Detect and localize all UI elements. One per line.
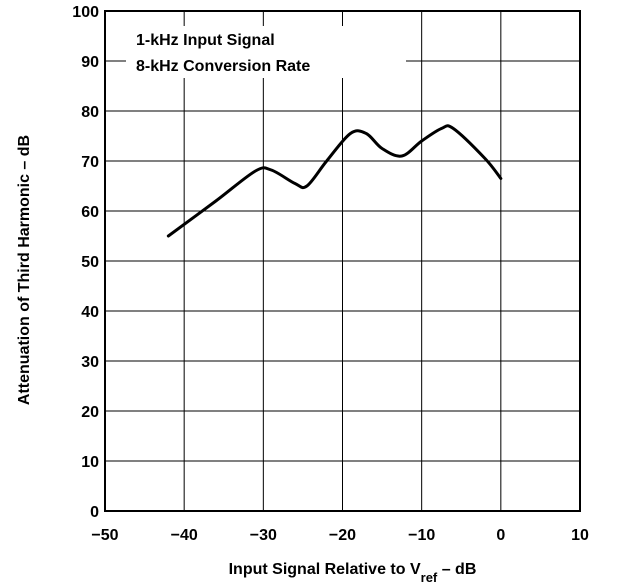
y-tick-label: 80: [81, 104, 99, 121]
y-tick-label: 90: [81, 54, 99, 71]
x-tick-label: −30: [250, 527, 277, 544]
x-tick-label: 10: [571, 527, 589, 544]
x-tick-label: −50: [91, 527, 118, 544]
y-tick-labels: 0 10 20 30 40 50 60 70 80 90 100: [72, 4, 99, 521]
y-tick-label: 20: [81, 404, 99, 421]
x-axis-label-subscript: ref: [421, 570, 438, 585]
x-tick-label: 0: [496, 527, 505, 544]
x-axis-label: Input Signal Relative to Vref – dB: [229, 561, 477, 585]
x-tick-label: −40: [171, 527, 198, 544]
x-tick-labels: −50 −40 −30 −20 −10 0 10: [91, 527, 589, 544]
y-tick-label: 70: [81, 154, 99, 171]
annotation-background: [126, 26, 406, 78]
plot-frame: [104, 10, 581, 512]
annotation-conversion-rate: 8-kHz Conversion Rate: [136, 58, 310, 75]
x-tick-label: −20: [329, 527, 356, 544]
y-tick-label: 40: [81, 304, 99, 321]
grid: [104, 10, 581, 512]
y-tick-label: 50: [81, 254, 99, 271]
series-line: [166, 124, 503, 238]
y-tick-label: 60: [81, 204, 99, 221]
y-tick-label: 100: [72, 4, 99, 21]
annotation-input-signal: 1-kHz Input Signal: [136, 32, 275, 49]
x-tick-label: −10: [408, 527, 435, 544]
y-axis-label: Attenuation of Third Harmonic – dB: [16, 135, 33, 405]
x-axis-label-main: Input Signal Relative to V: [229, 561, 421, 578]
x-axis-label-tail: – dB: [437, 561, 476, 578]
y-tick-label: 30: [81, 354, 99, 371]
y-tick-label: 10: [81, 454, 99, 471]
y-tick-label: 0: [90, 504, 99, 521]
